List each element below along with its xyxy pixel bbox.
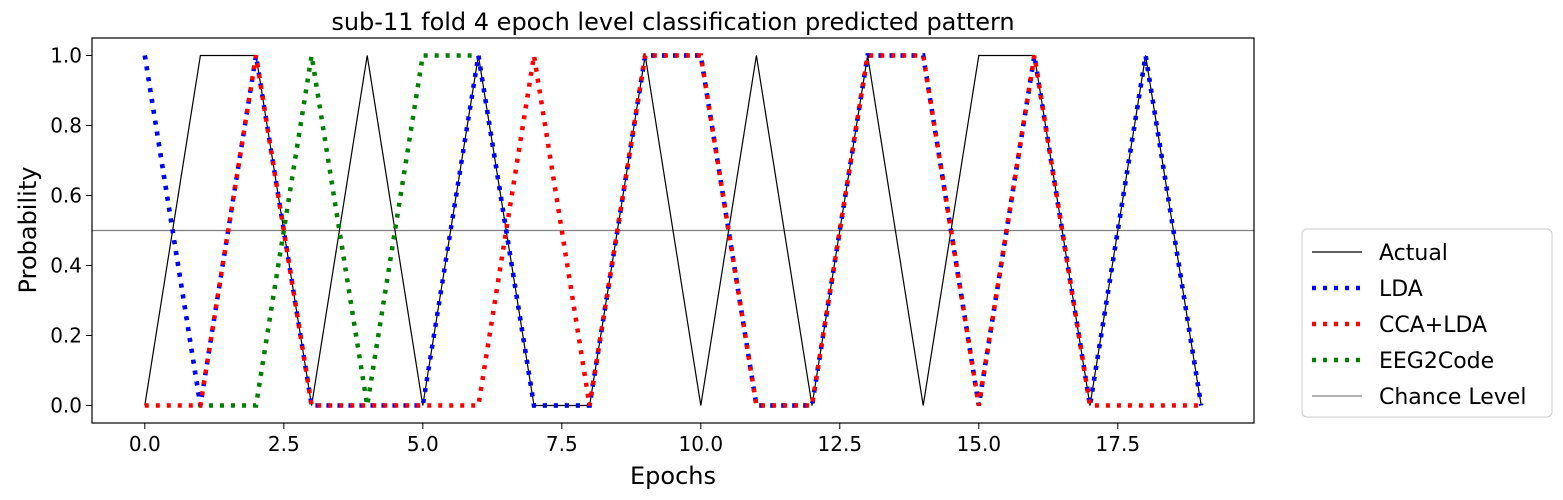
x-tick-label: 10.0 (679, 432, 724, 456)
x-tick-label: 7.5 (546, 432, 578, 456)
y-tick-label: 1.0 (50, 44, 82, 68)
y-axis-label: Probability (14, 167, 42, 294)
legend-label: EEG2Code (1379, 349, 1494, 374)
plot-frame (91, 37, 1255, 424)
y-axis: 0.0 0.2 0.4 0.6 0.8 1.0 (50, 44, 92, 418)
series-line-lda (142, 53, 1204, 408)
legend-frame (1301, 228, 1553, 418)
x-tick-label: 17.5 (1096, 432, 1141, 456)
y-tick-label: 0.0 (50, 394, 82, 418)
series-line-actual (144, 54, 1202, 407)
legend-label: CCA+LDA (1379, 313, 1487, 338)
legend-label: Chance Level (1379, 385, 1526, 410)
x-axis-label: Epochs (630, 462, 716, 490)
x-tick-label: 0.0 (129, 432, 161, 456)
y-tick-label: 0.4 (50, 254, 82, 278)
legend-label: LDA (1379, 277, 1423, 302)
legend-label: Actual (1379, 241, 1448, 266)
legend: Actual LDA CCA+LDA EEG2Code Chance Level (1301, 228, 1553, 418)
plot-layer (92, 53, 1254, 408)
y-tick-label: 0.6 (50, 184, 82, 208)
x-tick-label: 15.0 (957, 432, 1002, 456)
y-tick-label: 0.2 (50, 324, 82, 348)
x-axis: 0.0 2.5 5.0 7.5 10.0 12.5 15.0 17.5 (129, 423, 1140, 456)
series-line-cca-lda (144, 53, 1202, 408)
x-tick-label: 5.0 (407, 432, 439, 456)
chart-title: sub-11 fold 4 epoch level classification… (331, 8, 1014, 36)
x-tick-label: 2.5 (268, 432, 300, 456)
x-tick-label: 12.5 (818, 432, 863, 456)
y-tick-label: 0.8 (50, 114, 82, 138)
